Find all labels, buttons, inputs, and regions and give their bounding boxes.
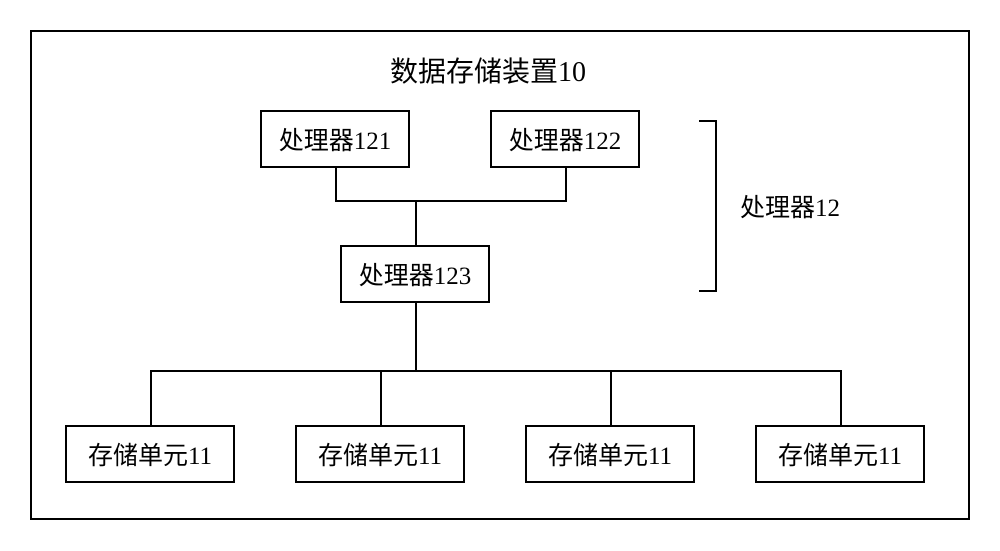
connector-line	[415, 200, 417, 247]
connector-line	[840, 370, 842, 427]
connector-line	[150, 370, 152, 427]
diagram-title: 数据存储装置10	[390, 50, 586, 90]
box-processor-122: 处理器122	[490, 110, 640, 168]
connector-line	[610, 370, 612, 427]
box-storage-4: 存储单元11	[755, 425, 925, 483]
connector-line	[699, 290, 717, 292]
connector-line	[335, 200, 567, 202]
box-storage-2: 存储单元11	[295, 425, 465, 483]
connector-line	[380, 370, 382, 427]
connector-line	[150, 370, 842, 372]
connector-line	[335, 168, 337, 202]
box-processor-121: 处理器121	[260, 110, 410, 168]
diagram-canvas: 数据存储装置10 处理器121 处理器122 处理器123 存储单元11 存储单…	[0, 0, 1000, 551]
connector-line	[715, 120, 717, 292]
bracket-label: 处理器12	[740, 188, 840, 224]
connector-line	[699, 120, 717, 122]
connector-line	[415, 303, 417, 372]
connector-line	[565, 168, 567, 202]
box-processor-123: 处理器123	[340, 245, 490, 303]
box-storage-1: 存储单元11	[65, 425, 235, 483]
box-storage-3: 存储单元11	[525, 425, 695, 483]
